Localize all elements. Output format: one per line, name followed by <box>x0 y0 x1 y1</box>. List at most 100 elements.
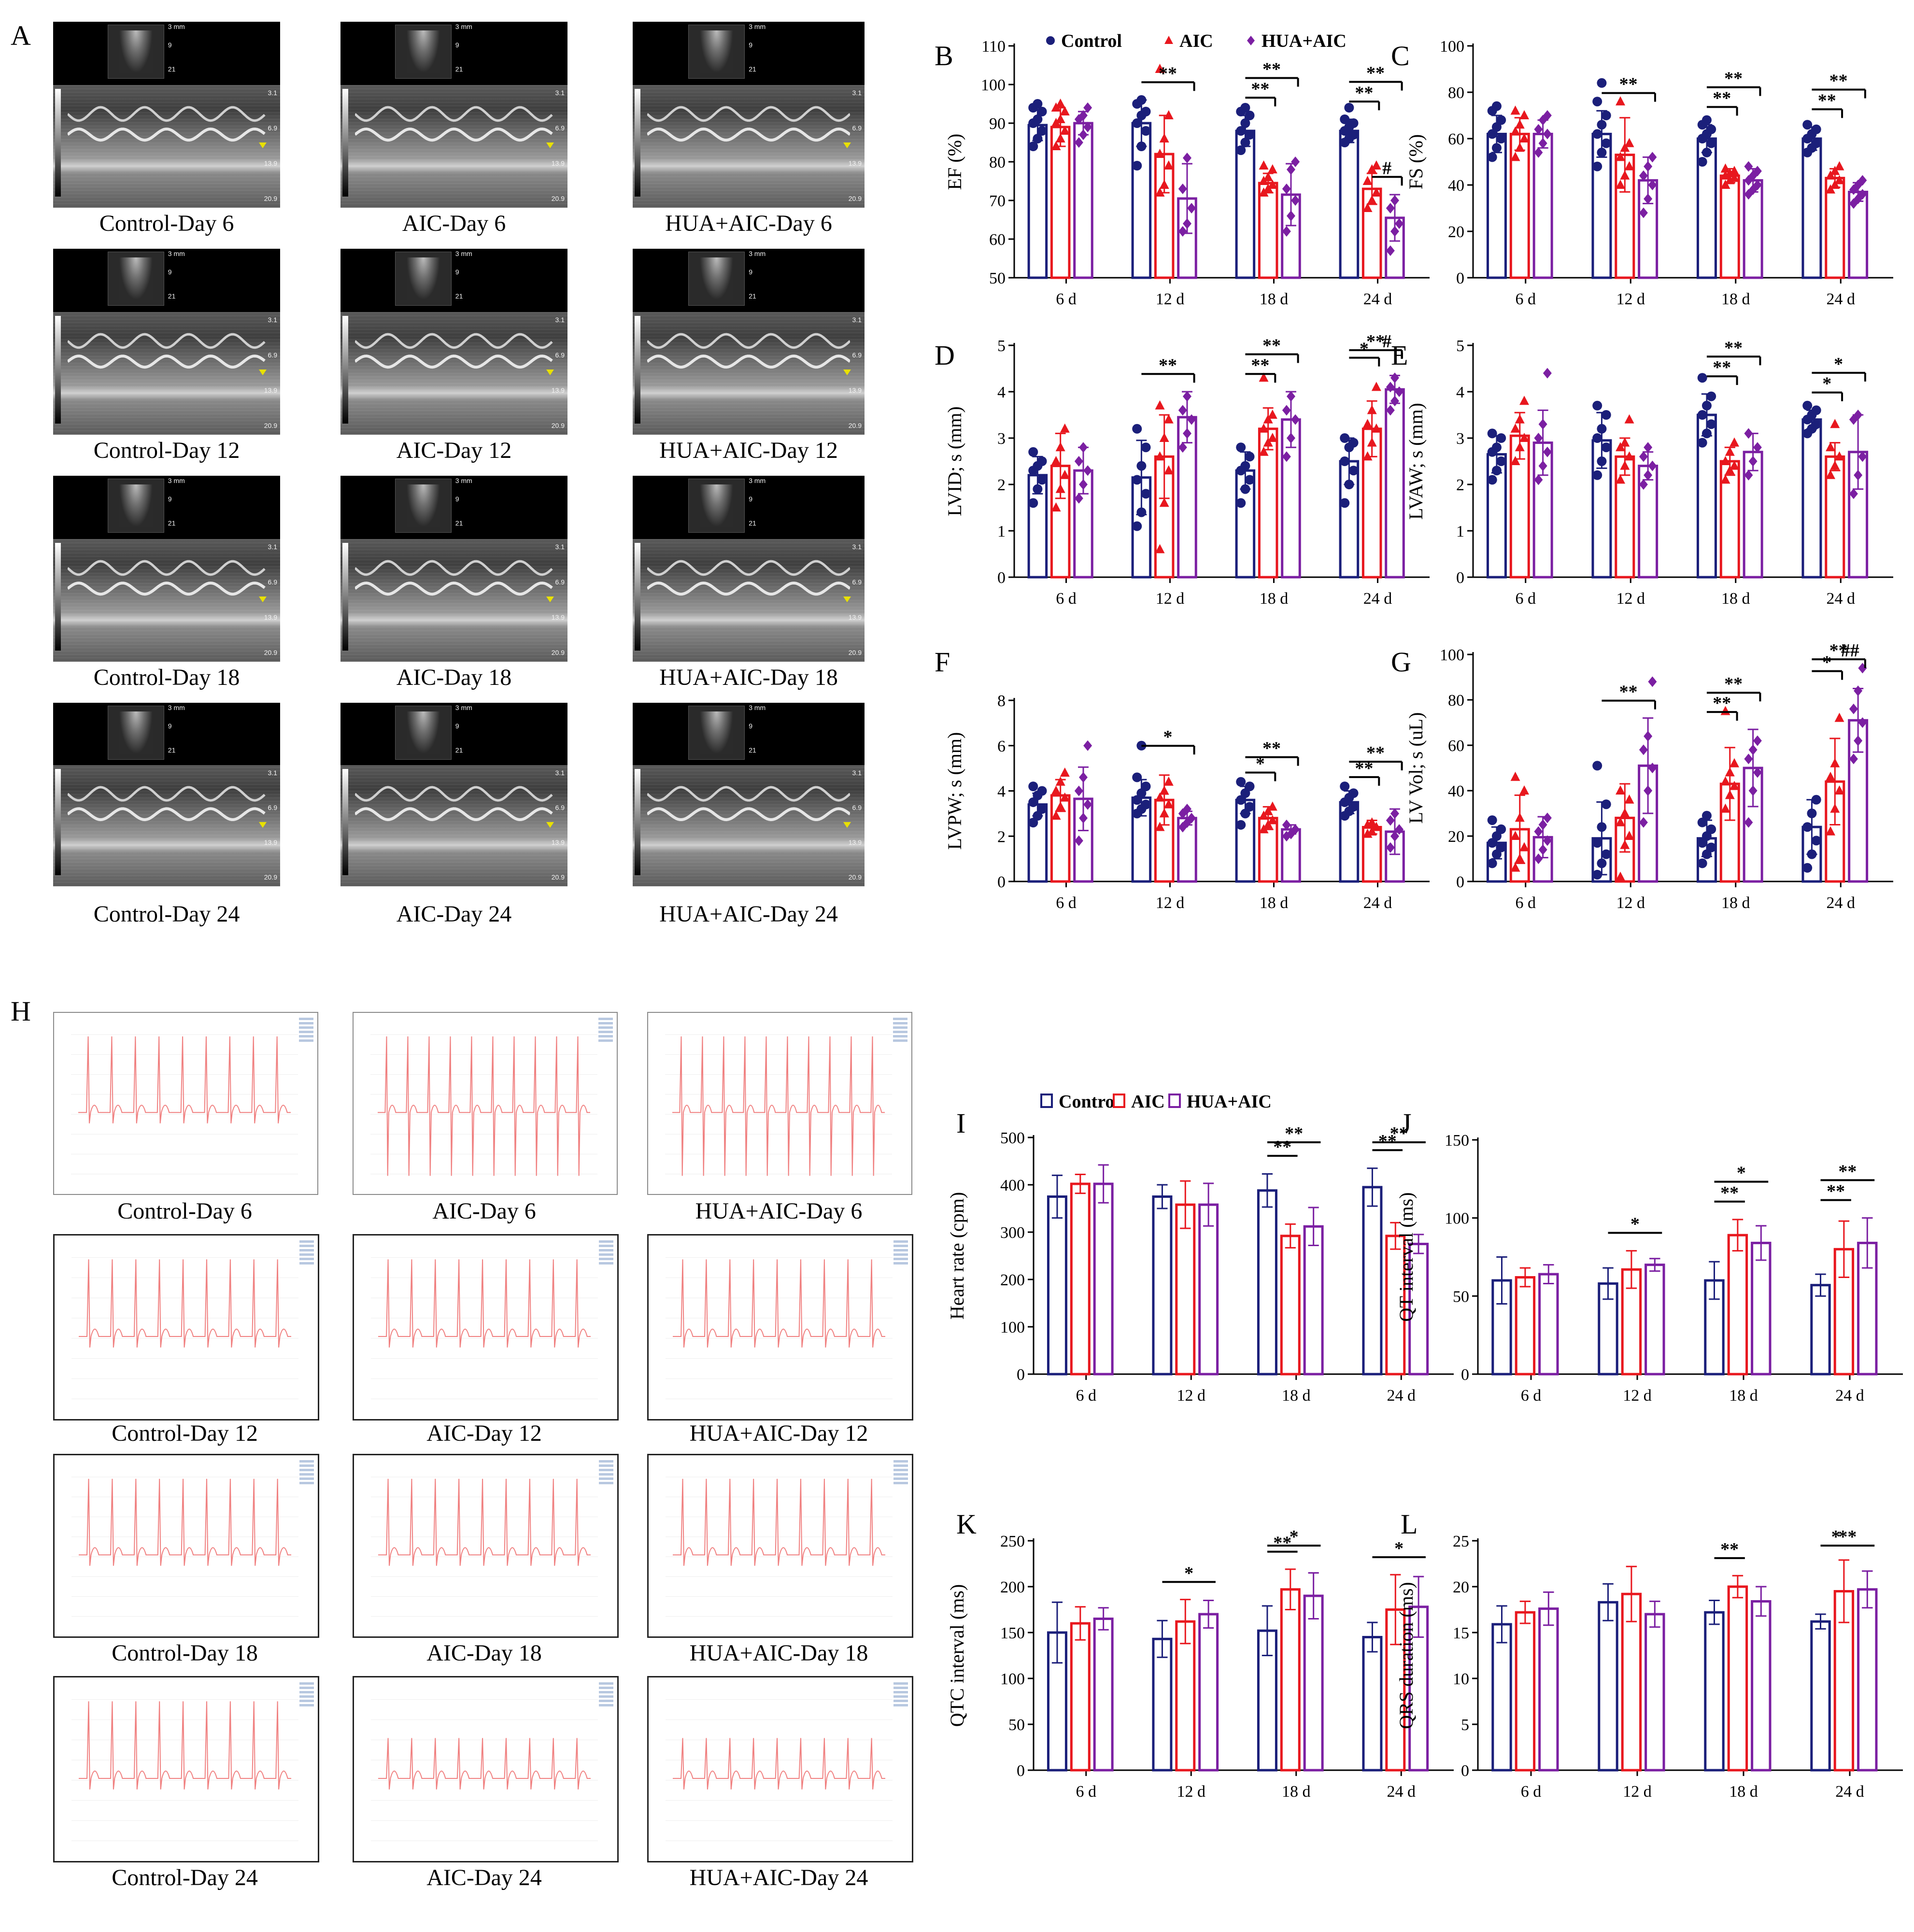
data-point <box>1720 456 1730 465</box>
echo-marker-arrow <box>259 369 267 376</box>
ecg-trace-image <box>353 1012 618 1195</box>
data-point <box>1519 842 1530 852</box>
data-point <box>1367 817 1377 827</box>
data-point <box>1259 423 1269 433</box>
bar <box>1491 1623 1512 1772</box>
data-point <box>1055 114 1065 123</box>
data-point <box>1830 460 1840 470</box>
data-point <box>1491 849 1502 859</box>
significance-label: ** <box>1273 1137 1291 1157</box>
bar <box>1833 1590 1855 1772</box>
data-point <box>1644 731 1653 742</box>
legend: Control AIC HUA+AIC <box>1046 31 1347 51</box>
echo-wall-motion <box>647 333 850 369</box>
data-point <box>1620 808 1630 817</box>
x-tick-label: 6 d <box>1516 590 1536 608</box>
data-point <box>1340 456 1350 466</box>
y-tick-label: 2 <box>1456 476 1464 494</box>
echo-marker-arrow <box>546 369 554 376</box>
significance-label: * <box>1630 1214 1640 1234</box>
data-point <box>1826 442 1836 452</box>
data-point <box>1362 176 1373 185</box>
ecg-caption: HUA+AIC-Day 18 <box>689 1640 868 1666</box>
data-point <box>1182 153 1191 163</box>
data-point <box>1390 396 1399 407</box>
y-tick-label: 4 <box>997 783 1006 801</box>
data-point <box>1534 147 1543 158</box>
echo-image: 3 mm 9 21 3.1 6.9 13.9 20.9 <box>53 703 280 886</box>
data-point <box>1259 160 1269 170</box>
echo-mmode-trace <box>340 539 567 662</box>
data-point <box>1725 175 1735 185</box>
data-point <box>1340 498 1350 508</box>
data-point <box>1826 184 1836 194</box>
data-point <box>1538 138 1547 149</box>
x-tick-label: 6 d <box>1076 1783 1097 1801</box>
data-point <box>1616 96 1626 106</box>
echo-depth-mark: 20.9 <box>551 195 565 203</box>
data-point <box>1055 133 1065 142</box>
echo-depth-mark: 3.1 <box>268 768 277 777</box>
bar <box>1303 1225 1324 1376</box>
data-point <box>1601 849 1611 859</box>
x-tick-label: 18 d <box>1721 290 1750 308</box>
echo-depth-mark: 3.1 <box>555 88 565 97</box>
echo-depth-mark: 3.1 <box>852 88 862 97</box>
echo-image: 3 mm 9 21 3.1 6.9 13.9 20.9 <box>633 476 865 662</box>
data-point <box>1616 474 1626 484</box>
data-point <box>1830 180 1840 189</box>
data-point <box>1155 544 1165 554</box>
data-point <box>1720 180 1730 189</box>
data-point <box>1132 424 1142 434</box>
data-point <box>1697 438 1707 448</box>
ecg-caption: AIC-Day 6 <box>432 1198 536 1224</box>
echo-thumb-mark: 21 <box>168 746 176 754</box>
y-tick-label: 0 <box>1456 873 1464 891</box>
echo-2d-thumbnail <box>395 25 452 79</box>
data-point <box>1597 120 1607 130</box>
data-point <box>1245 130 1255 140</box>
x-tick-label: 6 d <box>1516 290 1536 308</box>
bar <box>1857 1588 1878 1772</box>
y-axis-label: QTC interval (ms) <box>946 1584 968 1727</box>
bar <box>1727 1585 1748 1772</box>
echo-marker-arrow <box>843 142 851 149</box>
bar <box>1361 826 1382 883</box>
data-point <box>1592 97 1602 107</box>
data-point <box>1386 405 1395 416</box>
data-point <box>1037 107 1047 116</box>
data-point <box>1263 437 1273 447</box>
echo-gray-scale <box>635 316 640 424</box>
data-point <box>1491 442 1502 453</box>
data-point <box>1753 735 1762 746</box>
data-point <box>1060 126 1070 135</box>
legend-label: Control <box>1061 31 1122 51</box>
data-point <box>1155 822 1165 831</box>
data-point <box>1834 175 1844 185</box>
data-point <box>1159 808 1169 818</box>
significance-label: ** <box>1366 63 1385 83</box>
data-point <box>1155 400 1165 410</box>
echo-depth-mark: 20.9 <box>264 873 277 881</box>
data-point <box>1601 111 1611 120</box>
echo-depth-mark: 20.9 <box>848 873 862 881</box>
data-point <box>1854 735 1863 746</box>
echo-image: 3 mm 9 21 3.1 6.9 13.9 20.9 <box>633 703 865 886</box>
data-point <box>1639 817 1648 828</box>
bar <box>1152 1637 1173 1772</box>
ecg-waveform <box>665 1018 907 1176</box>
data-point <box>1083 102 1092 113</box>
echo-mmode-trace <box>340 312 567 435</box>
y-tick-label: 5 <box>997 337 1006 355</box>
data-point <box>1538 819 1547 830</box>
y-tick-label: 80 <box>989 154 1006 171</box>
data-point <box>1159 180 1169 189</box>
ecg-caption: Control-Day 24 <box>112 1865 258 1890</box>
data-point <box>1644 469 1653 481</box>
data-point <box>1592 869 1602 880</box>
echo-scale-label: 3 mm <box>168 477 185 484</box>
echo-depth-mark: 13.9 <box>264 386 277 394</box>
data-point <box>1487 815 1497 825</box>
